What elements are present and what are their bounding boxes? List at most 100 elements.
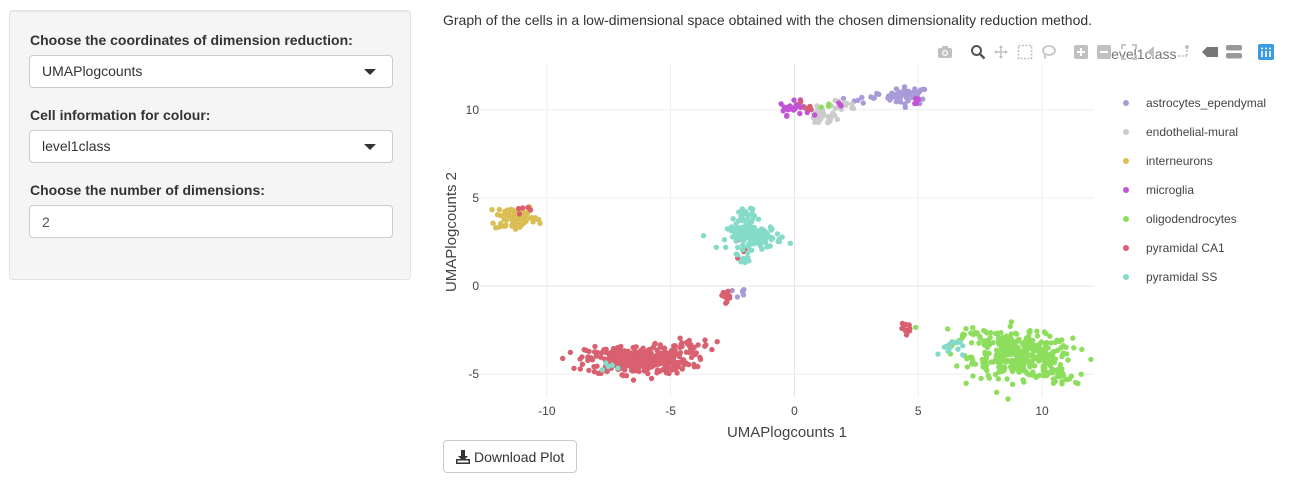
legend-item[interactable]: astrocytes_ependymal — [1123, 96, 1266, 110]
data-point — [607, 354, 613, 360]
data-point — [791, 97, 797, 103]
colour-select[interactable]: level1class — [29, 130, 393, 163]
zoom-in-icon[interactable] — [1072, 43, 1090, 61]
legend-item[interactable]: pyramidal SS — [1123, 270, 1217, 284]
legend-item[interactable]: microglia — [1123, 183, 1194, 197]
data-point — [1057, 369, 1063, 376]
legend-item[interactable]: pyramidal CA1 — [1123, 241, 1225, 255]
y-tick-label: 5 — [472, 191, 479, 205]
data-point — [986, 350, 992, 356]
reset-axes-icon[interactable] — [1144, 43, 1162, 61]
data-point — [702, 337, 708, 343]
legend-marker — [1123, 187, 1129, 193]
legend-item[interactable]: interneurons — [1123, 154, 1213, 168]
plotly-logo-icon[interactable] — [1257, 43, 1275, 61]
data-point — [586, 348, 592, 355]
data-point — [964, 364, 970, 370]
data-point — [893, 86, 900, 92]
plot-points — [489, 84, 1094, 402]
data-point — [913, 324, 919, 331]
data-point — [921, 86, 928, 93]
download-icon — [456, 449, 470, 464]
data-point — [496, 206, 503, 213]
data-point — [968, 340, 975, 346]
legend-marker — [1123, 100, 1129, 106]
data-point — [651, 341, 658, 348]
data-point — [1070, 335, 1076, 341]
legend-label: interneurons — [1146, 154, 1213, 168]
data-point — [850, 105, 857, 112]
hover-compare-icon[interactable] — [1225, 43, 1243, 61]
data-point — [749, 210, 755, 216]
data-point — [970, 325, 976, 331]
data-point — [515, 205, 522, 212]
camera-icon[interactable] — [936, 43, 954, 61]
scatter-plot[interactable]: -10 -5 0 5 10 -5 0 5 10 UMAPlogcounts 1 UMAPlog… — [0, 0, 1289, 440]
data-point — [895, 96, 901, 103]
legend-item[interactable]: oligodendrocytes — [1123, 212, 1237, 226]
data-point — [1050, 376, 1057, 382]
data-point — [815, 119, 822, 126]
data-point — [619, 372, 625, 378]
data-point — [978, 375, 984, 382]
zoom-icon[interactable] — [969, 43, 987, 61]
data-point — [740, 244, 747, 250]
x-tick-label: -5 — [665, 404, 676, 418]
legend-marker — [1123, 216, 1129, 222]
data-point — [621, 356, 628, 362]
data-point — [702, 343, 708, 349]
data-point — [620, 351, 626, 358]
data-point — [736, 228, 743, 234]
zoom-out-icon[interactable] — [1095, 43, 1113, 61]
data-point — [755, 228, 762, 234]
data-point — [995, 331, 1001, 337]
data-point — [784, 113, 790, 119]
data-point — [976, 340, 982, 346]
autoscale-icon[interactable] — [1120, 43, 1138, 61]
data-point — [1031, 342, 1037, 348]
data-point — [739, 206, 745, 212]
legend-marker — [1123, 129, 1129, 135]
data-point — [905, 88, 912, 94]
data-point — [1016, 336, 1022, 343]
data-point — [586, 367, 592, 374]
data-point — [638, 350, 645, 356]
data-point — [1027, 352, 1034, 358]
legend-item[interactable]: endothelial-mural — [1123, 125, 1238, 139]
data-point — [700, 233, 707, 239]
pan-icon[interactable] — [992, 43, 1010, 61]
data-point — [903, 95, 910, 101]
coords-select[interactable]: UMAPlogcounts — [29, 55, 393, 88]
data-point — [983, 342, 989, 348]
data-point — [741, 287, 747, 293]
data-point — [963, 326, 969, 332]
data-point — [1065, 376, 1071, 383]
data-point — [984, 330, 990, 336]
data-point — [832, 105, 839, 111]
data-point — [655, 368, 661, 374]
data-point — [764, 244, 770, 250]
data-point — [516, 211, 523, 217]
data-point — [681, 362, 687, 368]
hover-closest-icon[interactable] — [1201, 43, 1219, 61]
data-point — [1068, 373, 1075, 379]
spike-lines-icon[interactable] — [1174, 43, 1192, 61]
y-tick-label: 10 — [466, 103, 480, 117]
data-point — [1044, 351, 1050, 358]
data-point — [1040, 373, 1047, 379]
data-point — [713, 244, 719, 251]
data-point — [490, 220, 496, 226]
dims-input[interactable] — [29, 205, 393, 238]
box-select-icon[interactable] — [1016, 43, 1034, 61]
download-plot-button[interactable]: Download Plot — [443, 440, 578, 473]
data-point — [648, 375, 655, 382]
data-point — [977, 335, 983, 341]
data-point — [1004, 357, 1010, 364]
data-point — [779, 234, 785, 240]
data-point — [1052, 339, 1059, 346]
data-point — [992, 371, 999, 378]
data-point — [912, 86, 918, 92]
data-point — [615, 365, 621, 371]
series-endothelial-mural — [810, 97, 857, 126]
lasso-select-icon[interactable] — [1040, 43, 1058, 61]
